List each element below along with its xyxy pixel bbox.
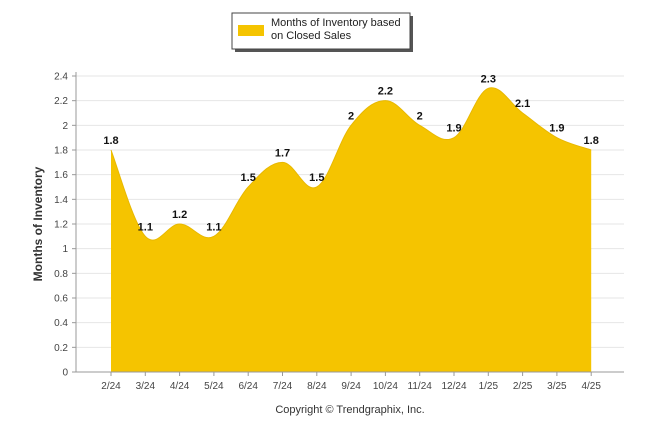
data-label: 2 bbox=[417, 110, 423, 122]
y-tick-label: 2 bbox=[62, 121, 68, 132]
data-label: 1.5 bbox=[241, 172, 256, 184]
data-label: 2 bbox=[348, 110, 354, 122]
x-tick-label: 11/24 bbox=[408, 381, 433, 392]
area-line bbox=[110, 87, 592, 241]
data-label: 2.1 bbox=[515, 98, 530, 110]
y-tick-label: 0.6 bbox=[54, 294, 68, 305]
y-tick-label: 0 bbox=[62, 368, 68, 379]
x-tick-label: 3/24 bbox=[136, 381, 156, 392]
y-tick-label: 1.2 bbox=[54, 220, 68, 231]
x-tick-label: 1/25 bbox=[479, 381, 499, 392]
area-fill bbox=[111, 87, 592, 373]
x-tick-label: 10/24 bbox=[373, 381, 398, 392]
x-tick-label: 12/24 bbox=[441, 381, 466, 392]
legend-swatch bbox=[238, 25, 264, 36]
y-tick-label: 1.4 bbox=[54, 195, 68, 206]
y-tick-label: 2.4 bbox=[54, 72, 68, 83]
data-label: 1.1 bbox=[206, 221, 221, 233]
data-labels: 1.8 1.1 1.2 1.1 1.5 1.7 1.5 2 2.2 2 1.9 2.3 2.1 1.9 1.… bbox=[103, 73, 598, 233]
data-label: 1.7 bbox=[275, 147, 290, 159]
legend-label-line1: Months of Inventory based bbox=[271, 17, 401, 29]
y-tick-label: 1.6 bbox=[54, 170, 68, 181]
data-label: 1.9 bbox=[549, 123, 564, 135]
data-label: 2.2 bbox=[378, 86, 393, 98]
y-tick-label: 0.2 bbox=[54, 343, 68, 354]
data-label: 1.2 bbox=[172, 209, 187, 221]
x-tick-label: 2/25 bbox=[513, 381, 533, 392]
data-label: 1.9 bbox=[446, 123, 461, 135]
y-tick-label: 0.4 bbox=[54, 318, 68, 329]
data-label: 1.8 bbox=[103, 135, 118, 147]
x-tick-label: 3/25 bbox=[547, 381, 567, 392]
data-label: 1.1 bbox=[138, 221, 153, 233]
y-axis-title: Months of Inventory bbox=[31, 166, 45, 281]
legend-label-line2: on Closed Sales bbox=[271, 30, 352, 42]
copyright: Copyright © Trendgraphix, Inc. bbox=[275, 404, 424, 416]
x-tick-label: 9/24 bbox=[341, 381, 361, 392]
x-tick-label: 7/24 bbox=[273, 381, 293, 392]
x-tick-label: 5/24 bbox=[204, 381, 224, 392]
y-tick-label: 0.8 bbox=[54, 269, 68, 280]
y-tick-label: 2.2 bbox=[54, 96, 68, 107]
x-tick-label: 4/25 bbox=[581, 381, 601, 392]
x-tick-label: 8/24 bbox=[307, 381, 327, 392]
y-axis-ticks: 0 0.2 0.4 0.6 0.8 1 1.2 1.4 1.6 1.8 2 2.2 2.4 bbox=[54, 72, 76, 379]
area-series bbox=[110, 87, 592, 373]
legend: Months of Inventory based on Closed Sale… bbox=[231, 12, 413, 52]
y-tick-label: 1 bbox=[62, 244, 68, 255]
y-tick-label: 1.8 bbox=[54, 146, 68, 157]
axes bbox=[75, 72, 624, 373]
data-label: 2.3 bbox=[481, 73, 496, 85]
x-axis-ticks: 2/24 3/24 4/24 5/24 6/24 7/24 8/24 9/24 10/24 11/… bbox=[101, 372, 601, 392]
data-label: 1.8 bbox=[584, 135, 599, 147]
data-label: 1.5 bbox=[309, 172, 324, 184]
x-tick-label: 4/24 bbox=[170, 381, 190, 392]
x-tick-label: 6/24 bbox=[238, 381, 258, 392]
x-tick-label: 2/24 bbox=[101, 381, 121, 392]
